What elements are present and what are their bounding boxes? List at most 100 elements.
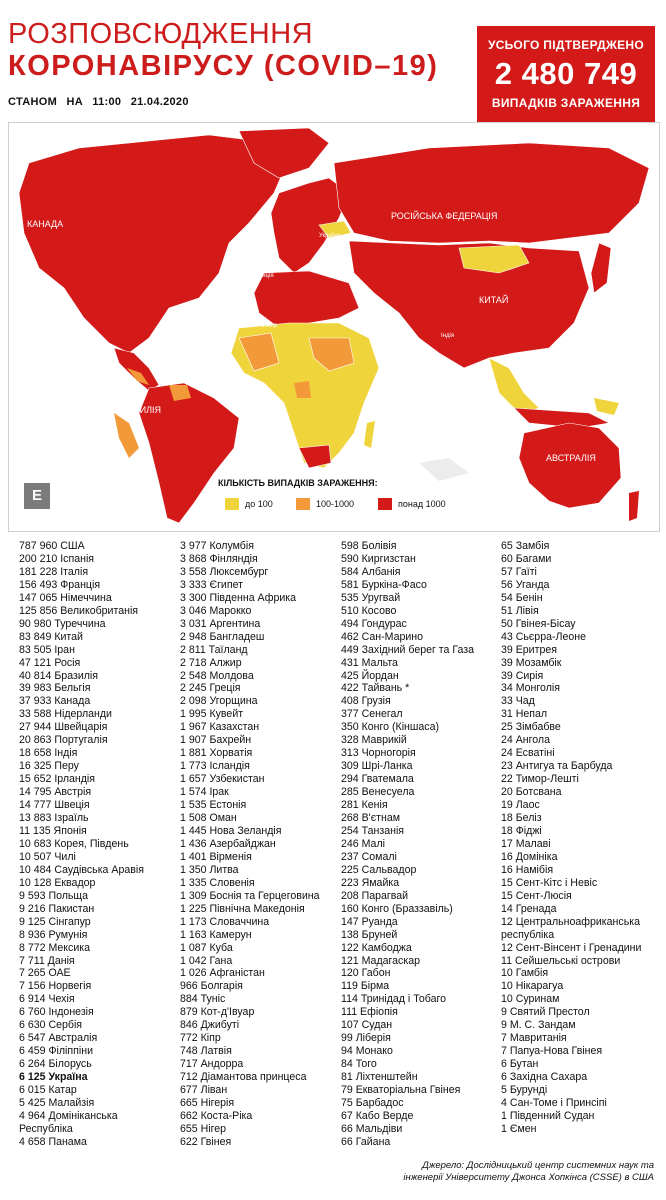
country-case-row: 14 777 Швеція [19, 799, 90, 812]
country-case-row: 787 960 США [19, 540, 85, 552]
country-case-row: 15 Сент-Люсія [501, 889, 572, 902]
central-america-shape [113, 347, 160, 392]
country-case-row: 13 883 Ізраїль [19, 812, 89, 825]
country-case-row: 14 795 Австрія [19, 786, 92, 799]
country-case-row: 18 Фіджі [501, 824, 542, 837]
country-case-row: 254 Танзанія [341, 824, 405, 837]
country-case-row: 1 535 Естонія [180, 799, 247, 812]
madagascar-shape [364, 421, 375, 448]
country-case-row: 1 436 Азербайджан [180, 837, 276, 850]
country-case-row: 4 658 Панама [19, 1135, 87, 1148]
country-case-row: 449 Західний берег та Газа [341, 643, 475, 656]
total-cases-box: УСЬОГО ПІДТВЕРДЖЕНО 2 480 749 ВИПАДКІВ З… [477, 26, 655, 124]
country-case-row: 16 Намібія [501, 863, 554, 876]
country-case-row: 1 995 Кувейт [180, 708, 244, 721]
country-case-row: 208 Парагвай [341, 889, 409, 902]
country-case-row: 2 098 Угорщина [180, 695, 258, 708]
country-case-row: 47 121 Росія [19, 656, 81, 669]
country-case-row: 16 Домініка [501, 850, 558, 863]
country-case-row: 114 Тринідад і Тобаго [341, 993, 446, 1006]
country-case-row: 83 849 Китай [19, 630, 83, 643]
country-case-row: 27 944 Швейцарія [19, 721, 108, 734]
country-case-row: 422 Тайвань * [341, 682, 410, 695]
country-case-row: 7 265 ОАЕ [19, 967, 71, 980]
country-case-row: 79 Екваторіальна Гвінея [341, 1084, 461, 1097]
country-case-row: 33 Чад [501, 695, 535, 708]
country-case-row: 6 Західна Сахара [501, 1071, 588, 1084]
country-case-row: 1 225 Північна Македонія [180, 902, 305, 915]
country-case-row: 17 Малаві [501, 837, 551, 850]
country-case-row: 1 907 Бахрейн [180, 734, 252, 747]
country-case-row: 1 335 Словенія [180, 876, 255, 889]
country-case-row: 20 863 Португалія [19, 734, 108, 747]
country-case-row: 56 Уганда [501, 578, 550, 591]
country-case-row: 223 Ямайка [341, 876, 400, 889]
legend-item-high: понад 1000 [378, 498, 446, 510]
country-case-row: 34 Монголія [501, 682, 560, 695]
country-case-row: 138 Бруней [341, 928, 398, 941]
country-case-row: 147 065 Німеччина [19, 591, 112, 604]
cases-column-2: 3 977 Колумбія 3 868 Фінляндія 3 558 Люксе… [180, 540, 320, 1149]
world-map-svg [18, 127, 650, 524]
antarctica-hint [419, 458, 469, 481]
country-case-row: 1 Південний Судан [501, 1109, 595, 1122]
country-case-row: 1 163 Камерун [180, 928, 252, 941]
japan-shape [590, 242, 612, 294]
label-canada: КАНАДА [27, 219, 64, 229]
country-case-row: 2 811 Таїланд [180, 643, 248, 656]
country-case-row: 712 Діамантова принцеса [180, 1071, 307, 1084]
country-case-row: 9 216 Пакистан [19, 902, 95, 915]
country-case-row: 655 Нігер [180, 1122, 227, 1135]
country-case-row: 57 Гаїті [501, 565, 537, 578]
legend-item-low: до 100 [225, 498, 273, 510]
country-case-row: 246 Малі [341, 837, 385, 850]
cases-column-4: 65 Замбія 60 Багами 57 Гаїті 56 Уганда 54 Бе… [501, 540, 641, 1136]
country-case-row: 408 Грузія [341, 695, 391, 708]
country-case-row: 3 031 Аргентина [180, 617, 261, 630]
country-case-row: 4 964 Домініканська [19, 1109, 118, 1122]
country-case-row: 39 Мозамбік [501, 656, 562, 669]
country-case-row: 6 264 Білорусь [19, 1058, 92, 1071]
country-case-row: 879 Кот-д'Івуар [180, 1006, 255, 1019]
country-case-row: 1 350 Литва [180, 863, 239, 876]
country-case-row: 122 Камбоджа [341, 941, 412, 954]
country-case-row: 67 Кабо Верде [341, 1109, 414, 1122]
country-case-row: 535 Уругвай [341, 591, 401, 604]
label-ukraine: Україна [319, 233, 341, 239]
as-of-date: СТАНОМ НА 11:00 21.04.2020 [8, 96, 189, 108]
country-case-row: 237 Сомалі [341, 850, 397, 863]
country-case-row: 662 Коста-Ріка [180, 1109, 253, 1122]
country-case-row: 1 967 Казахстан [180, 721, 260, 734]
country-case-row: 24 Ангола [501, 734, 551, 747]
country-case-row: 7 Папуа-Нова Гвінея [501, 1045, 603, 1058]
country-case-row: 1 042 Гана [180, 954, 233, 967]
country-case-row: 313 Чорногорія [341, 747, 416, 760]
legend-item-mid: 100-1000 [296, 498, 354, 510]
indonesia-shape [513, 407, 610, 429]
country-case-row: 60 Багами [501, 552, 552, 565]
country-case-row: 23 Антигуа та Барбуда [501, 760, 613, 773]
country-case-row: 9 Святий Престол [501, 1006, 590, 1019]
country-case-row: 6 547 Австралія [19, 1032, 98, 1045]
country-case-row: 1 445 Нова Зеландія [180, 824, 282, 837]
country-case-row: 3 977 Колумбія [180, 540, 254, 552]
country-case-row: 2 718 Алжир [180, 656, 242, 669]
country-case-row: 7 711 Данія [19, 954, 75, 967]
country-case-row: 1 087 Куба [180, 941, 233, 954]
country-case-row: 9 125 Сінгапур [19, 915, 91, 928]
png-shape [594, 398, 619, 415]
country-case-row: 425 Йордан [341, 669, 399, 682]
country-case-row: 37 933 Канада [19, 695, 91, 708]
country-case-row: 10 507 Чилі [19, 850, 76, 863]
country-case-row: 6 630 Сербія [19, 1019, 83, 1032]
country-case-row: 19 Лаос [501, 799, 540, 812]
country-case-row: 281 Кенія [341, 799, 388, 812]
country-case-row: 14 Гренада [501, 902, 557, 915]
country-case-row: 6 015 Катар [19, 1084, 77, 1097]
country-case-row: 510 Косово [341, 604, 397, 617]
country-case-row: 39 Еритрея [501, 643, 557, 656]
country-case-row: 8 936 Румунія [19, 928, 88, 941]
country-case-row: 2 548 Молдова [180, 669, 254, 682]
country-case-row: 677 Ліван [180, 1084, 228, 1097]
north-america-shape [18, 134, 290, 354]
